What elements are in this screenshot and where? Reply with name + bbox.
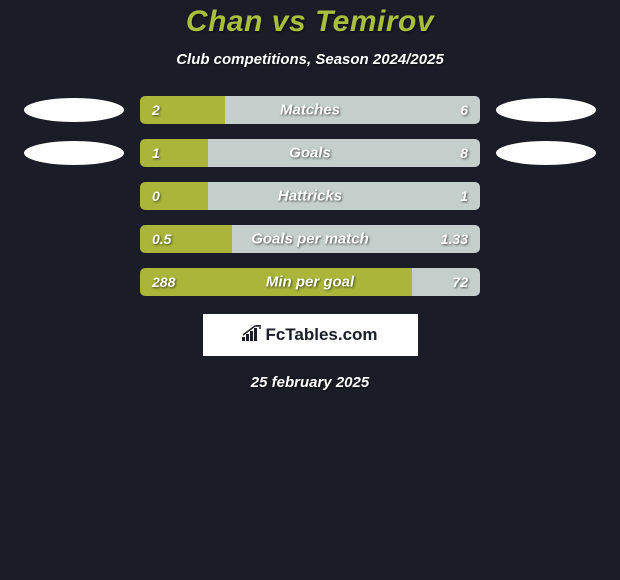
stat-bar: 2 6 Matches xyxy=(140,96,480,124)
subtitle: Club competitions, Season 2024/2025 xyxy=(0,51,620,68)
bar-right-segment xyxy=(208,182,480,210)
stat-value-left: 288 xyxy=(152,274,175,290)
stat-value-right: 1 xyxy=(460,188,468,204)
stat-row: 2 6 Matches xyxy=(0,96,620,124)
stat-value-right: 8 xyxy=(460,145,468,161)
bar-left-segment xyxy=(140,182,208,210)
stat-value-right: 72 xyxy=(452,274,468,290)
stat-bar: 0.5 1.33 Goals per match xyxy=(140,225,480,253)
stat-value-right: 6 xyxy=(460,102,468,118)
stat-value-left: 2 xyxy=(152,102,160,118)
stat-label: Hattricks xyxy=(278,188,342,205)
comparison-widget: Chan vs Temirov Club competitions, Seaso… xyxy=(0,0,620,391)
stat-row: 0.5 1.33 Goals per match xyxy=(0,225,620,253)
bar-right-segment xyxy=(225,96,480,124)
player-badge-right xyxy=(496,98,596,122)
bar-right-segment xyxy=(412,268,480,296)
stat-row: 1 8 Goals xyxy=(0,139,620,167)
date-text: 25 february 2025 xyxy=(0,374,620,391)
stat-label: Matches xyxy=(280,102,340,119)
stat-value-left: 0 xyxy=(152,188,160,204)
stat-value-left: 1 xyxy=(152,145,160,161)
stat-value-right: 1.33 xyxy=(441,231,468,247)
player-badge-left xyxy=(24,141,124,165)
chart-icon xyxy=(242,325,262,346)
logo-text: FcTables.com xyxy=(242,325,377,346)
stat-row: 288 72 Min per goal xyxy=(0,268,620,296)
player-badge-left xyxy=(24,98,124,122)
stat-label: Goals xyxy=(289,145,331,162)
stat-label: Goals per match xyxy=(251,231,369,248)
bar-right-segment xyxy=(208,139,480,167)
logo-box[interactable]: FcTables.com xyxy=(203,314,418,356)
logo-label: FcTables.com xyxy=(265,325,377,345)
stat-row: 0 1 Hattricks xyxy=(0,182,620,210)
page-title: Chan vs Temirov xyxy=(0,5,620,39)
stat-bar: 1 8 Goals xyxy=(140,139,480,167)
bar-left-segment xyxy=(140,139,208,167)
stat-value-left: 0.5 xyxy=(152,231,171,247)
stat-bar: 288 72 Min per goal xyxy=(140,268,480,296)
stat-label: Min per goal xyxy=(266,274,354,291)
player-badge-right xyxy=(496,141,596,165)
stat-bar: 0 1 Hattricks xyxy=(140,182,480,210)
stats-container: 2 6 Matches 1 8 Goals 0 1 Hattricks 0.5 1.33 Goals … xyxy=(0,96,620,296)
